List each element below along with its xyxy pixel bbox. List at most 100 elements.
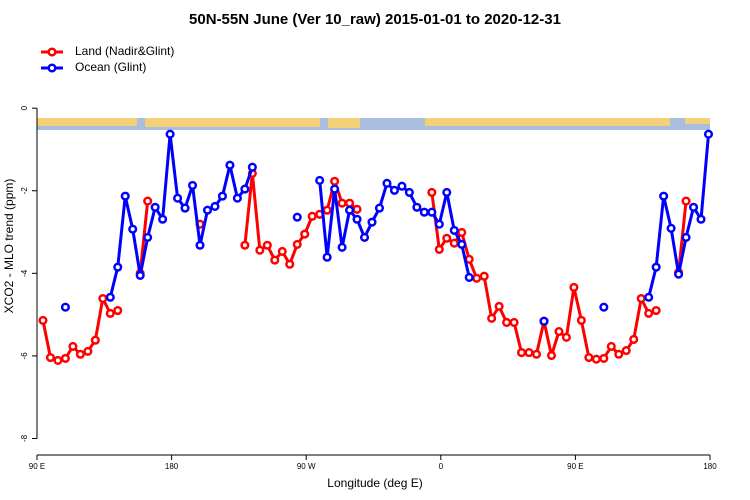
data-point: [561, 332, 571, 342]
data-point: [703, 129, 714, 139]
data-point: [374, 203, 385, 213]
data-point: [427, 187, 437, 197]
data-point: [128, 224, 138, 234]
y-tick-label: -6: [20, 352, 29, 360]
land-band: [37, 118, 137, 126]
data-point: [352, 204, 362, 214]
data-point: [180, 203, 190, 213]
land-band: [685, 118, 710, 124]
data-point: [210, 201, 220, 212]
data-point: [322, 252, 332, 262]
data-point: [337, 198, 347, 208]
data-point: [389, 185, 399, 195]
data-point: [247, 162, 257, 172]
data-point: [539, 316, 549, 326]
data-point: [606, 341, 616, 351]
data-point: [202, 205, 213, 215]
y-tick-label: 0: [20, 105, 29, 110]
series-line: [108, 132, 710, 298]
data-point: [285, 259, 295, 269]
legend-label: Land (Nadir&Glint): [75, 44, 174, 58]
data-point: [442, 187, 452, 197]
data-point: [300, 229, 310, 239]
data-point: [494, 301, 504, 311]
data-point: [270, 255, 280, 265]
data-point: [524, 348, 534, 358]
y-tick-label: -4: [20, 269, 29, 277]
data-point: [651, 305, 661, 316]
data-point: [83, 346, 93, 356]
data-point: [345, 198, 355, 208]
data-point: [531, 349, 542, 359]
data-point: [674, 269, 684, 279]
data-point: [591, 354, 601, 364]
data-point: [75, 349, 85, 359]
data-point: [90, 335, 100, 345]
data-point: [315, 175, 325, 185]
data-point: [509, 317, 519, 328]
data-point: [135, 270, 145, 280]
data-point: [120, 191, 130, 201]
data-point: [464, 272, 474, 283]
data-point: [629, 334, 639, 344]
land-band: [425, 118, 670, 126]
data-point: [427, 207, 437, 217]
data-point: [688, 202, 699, 212]
data-point: [143, 232, 153, 242]
x-tick-label: 90 W: [297, 462, 316, 471]
x-tick-label: 0: [439, 462, 444, 471]
data-point: [262, 240, 272, 250]
data-point: [240, 240, 250, 250]
data-point: [217, 191, 227, 201]
data-point: [546, 350, 557, 361]
data-point: [277, 246, 287, 257]
legend-label: Ocean (Glint): [75, 60, 146, 74]
data-point: [412, 202, 422, 212]
data-point: [404, 187, 414, 197]
legend-marker: [47, 47, 57, 57]
data-point: [696, 214, 706, 224]
data-point: [60, 302, 70, 312]
y-axis-label: XCO2 - MLO trend (ppm): [2, 179, 16, 314]
data-point: [554, 327, 564, 337]
data-point: [584, 353, 594, 363]
data-point: [487, 313, 497, 323]
data-point: [666, 223, 676, 233]
chart-title: 50N-55N June (Ver 10_raw) 2015-01-01 to …: [189, 11, 561, 28]
data-point: [644, 308, 654, 318]
data-point: [517, 348, 527, 358]
land-band: [145, 118, 320, 127]
data-point: [337, 242, 347, 252]
data-point: [419, 207, 429, 217]
data-point: [105, 292, 115, 302]
legend-marker: [47, 63, 57, 73]
data-point: [68, 341, 78, 351]
data-point: [150, 202, 160, 212]
x-axis-label: Longitude (deg E): [327, 476, 422, 490]
data-point: [442, 233, 452, 243]
x-tick-label: 90 E: [29, 462, 45, 471]
y-tick-label: -2: [20, 187, 29, 195]
data-point: [232, 193, 242, 203]
data-point: [576, 315, 586, 325]
x-tick-label: 180: [703, 462, 717, 471]
data-point: [255, 245, 265, 255]
land-band: [328, 118, 360, 128]
data-point: [644, 292, 654, 302]
land-strip: [37, 118, 710, 130]
data-point: [307, 211, 317, 221]
data-point: [569, 282, 579, 292]
data-point: [113, 305, 123, 316]
data-point: [45, 353, 56, 363]
data-point: [143, 196, 153, 206]
data-point: [292, 239, 302, 249]
data-point: [472, 273, 482, 283]
data-point: [457, 227, 467, 238]
data-point: [614, 349, 624, 359]
data-point: [681, 196, 691, 206]
data-point: [502, 317, 512, 328]
data-point: [158, 214, 168, 224]
data-point: [621, 345, 631, 356]
data-point: [434, 219, 444, 229]
data-point: [322, 205, 332, 215]
